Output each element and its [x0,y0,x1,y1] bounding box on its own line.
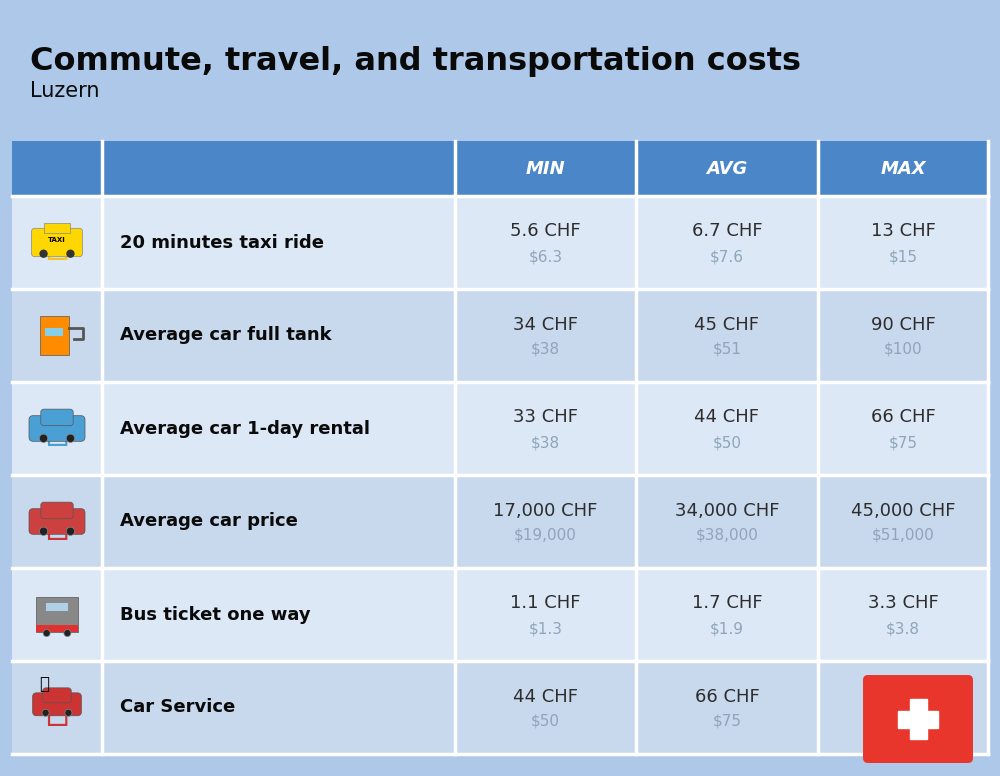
Text: AVG: AVG [706,160,748,178]
Text: Bus ticket one way: Bus ticket one way [120,605,311,623]
Circle shape [39,250,48,258]
Text: $15: $15 [889,249,918,264]
Text: Average car 1-day rental: Average car 1-day rental [120,420,370,438]
FancyBboxPatch shape [43,688,71,703]
FancyBboxPatch shape [32,228,82,257]
FancyBboxPatch shape [41,502,73,518]
Bar [910,698,926,740]
FancyBboxPatch shape [863,675,973,763]
Circle shape [66,434,75,442]
Text: $50: $50 [712,435,742,450]
Text: $1.9: $1.9 [710,621,744,636]
Text: 90 CHF: 90 CHF [871,316,935,334]
Text: 🔧: 🔧 [39,674,49,692]
Bar [12,568,988,661]
Text: $75: $75 [712,714,742,729]
Text: Luzern: Luzern [30,81,100,101]
Text: 45 CHF: 45 CHF [694,316,760,334]
Text: 🚕: 🚕 [45,223,69,262]
Bar [12,475,988,568]
Text: MAX: MAX [880,160,926,178]
Text: 34 CHF: 34 CHF [513,316,578,334]
Text: $6.3: $6.3 [528,249,563,264]
Text: $51,000: $51,000 [872,528,934,543]
Text: $100: $100 [884,342,922,357]
Text: 130 CHF: 130 CHF [865,688,941,705]
Text: 17,000 CHF: 17,000 CHF [493,501,598,519]
Text: 🚌: 🚌 [45,595,69,633]
Bar [898,711,938,728]
Text: 33 CHF: 33 CHF [513,408,578,427]
Text: $50: $50 [531,714,560,729]
Bar [44,223,70,234]
Text: $3.8: $3.8 [886,621,920,636]
Text: Car Service: Car Service [120,698,235,716]
Text: 66 CHF: 66 CHF [871,408,935,427]
Text: 🔧: 🔧 [45,688,69,726]
Circle shape [42,709,49,716]
Text: ⛽: ⛽ [45,317,69,355]
Text: $150: $150 [884,714,922,729]
Bar [12,382,988,475]
Text: 1.1 CHF: 1.1 CHF [510,594,581,612]
Circle shape [64,629,71,636]
Bar [12,131,988,141]
Circle shape [66,250,75,258]
Text: 66 CHF: 66 CHF [695,688,759,705]
FancyBboxPatch shape [29,416,85,442]
Bar [36,597,78,632]
Text: 34,000 CHF: 34,000 CHF [675,501,779,519]
Text: 44 CHF: 44 CHF [694,408,760,427]
Text: MIN: MIN [526,160,565,178]
Text: 20 minutes taxi ride: 20 minutes taxi ride [120,234,324,251]
Bar [12,661,988,754]
Text: TAXI: TAXI [48,237,66,243]
Bar [12,196,988,289]
Text: 🚗: 🚗 [45,503,69,541]
Text: 🚙: 🚙 [45,410,69,448]
Text: 5.6 CHF: 5.6 CHF [510,223,581,241]
Text: 45,000 CHF: 45,000 CHF [851,501,955,519]
FancyBboxPatch shape [33,693,81,715]
Text: $75: $75 [889,435,918,450]
Text: $7.6: $7.6 [710,249,744,264]
Bar [46,603,68,611]
FancyBboxPatch shape [29,509,85,535]
Text: $38: $38 [531,435,560,450]
Text: 3.3 CHF: 3.3 CHF [868,594,938,612]
Text: $38,000: $38,000 [696,528,758,543]
Bar [12,289,988,382]
Text: 44 CHF: 44 CHF [513,688,578,705]
Circle shape [39,527,48,535]
Text: Average car full tank: Average car full tank [120,327,332,345]
Bar [45,327,63,335]
Text: Average car price: Average car price [120,512,298,531]
Bar [12,141,988,196]
Text: $51: $51 [712,342,742,357]
Text: 6.7 CHF: 6.7 CHF [692,223,762,241]
Circle shape [39,434,48,442]
Text: 13 CHF: 13 CHF [871,223,935,241]
Circle shape [43,629,50,636]
Bar [36,625,78,632]
Text: $19,000: $19,000 [514,528,577,543]
Text: $1.3: $1.3 [528,621,562,636]
FancyBboxPatch shape [41,409,73,426]
Bar [40,317,69,355]
Text: $38: $38 [531,342,560,357]
Circle shape [66,527,75,535]
Text: 1.7 CHF: 1.7 CHF [692,594,762,612]
Text: Commute, travel, and transportation costs: Commute, travel, and transportation cost… [30,46,801,77]
Circle shape [65,709,72,716]
